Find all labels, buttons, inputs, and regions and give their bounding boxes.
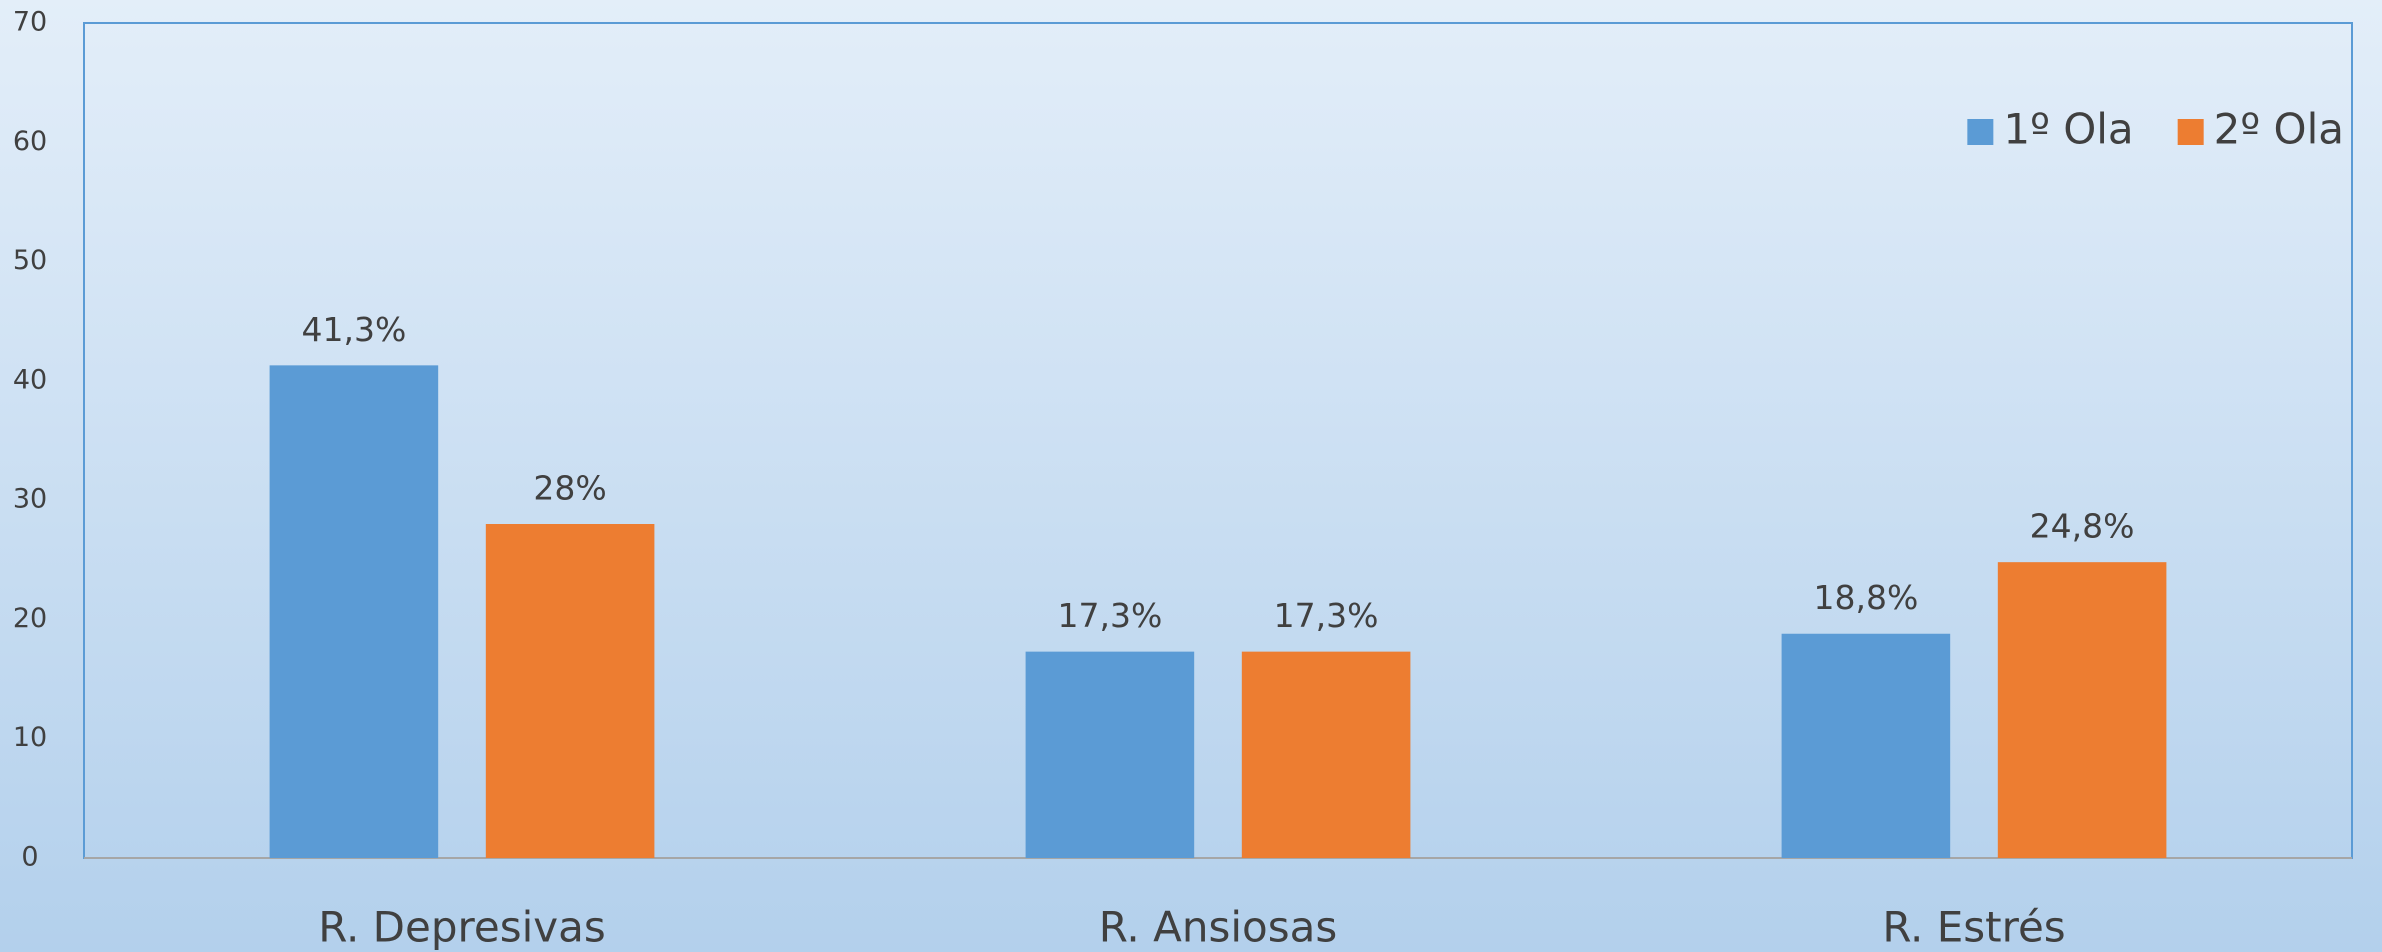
data-label: 24,8%	[2030, 507, 2135, 546]
bar	[269, 365, 439, 858]
data-label: 17,3%	[1057, 596, 1162, 635]
y-tick-label: 20	[13, 603, 47, 634]
y-tick-label: 70	[13, 7, 47, 38]
data-label: 18,8%	[1813, 578, 1918, 617]
y-tick-label: 50	[13, 245, 47, 276]
x-tick-label: R. Ansiosas	[1099, 903, 1338, 952]
data-label: 41,3%	[301, 310, 406, 349]
data-label: 17,3%	[1274, 596, 1379, 635]
data-label: 28%	[533, 469, 606, 508]
y-tick-label: 60	[13, 126, 47, 157]
bar	[1025, 651, 1195, 858]
legend-swatch	[2177, 119, 2204, 145]
bar	[1781, 633, 1951, 858]
bar	[1241, 651, 1411, 858]
y-tick-label: 0	[21, 842, 38, 873]
bar	[1997, 562, 2167, 858]
y-tick-label: 40	[13, 364, 47, 395]
legend-swatch	[1967, 119, 1994, 145]
bar	[485, 524, 655, 858]
y-tick-label: 10	[13, 722, 47, 753]
x-tick-label: R. Depresivas	[318, 903, 605, 952]
x-tick-label: R. Estrés	[1882, 903, 2065, 952]
y-tick-label: 30	[13, 484, 47, 515]
legend-label: 2º Ola	[2214, 105, 2344, 154]
legend-label: 1º Ola	[2003, 105, 2133, 154]
